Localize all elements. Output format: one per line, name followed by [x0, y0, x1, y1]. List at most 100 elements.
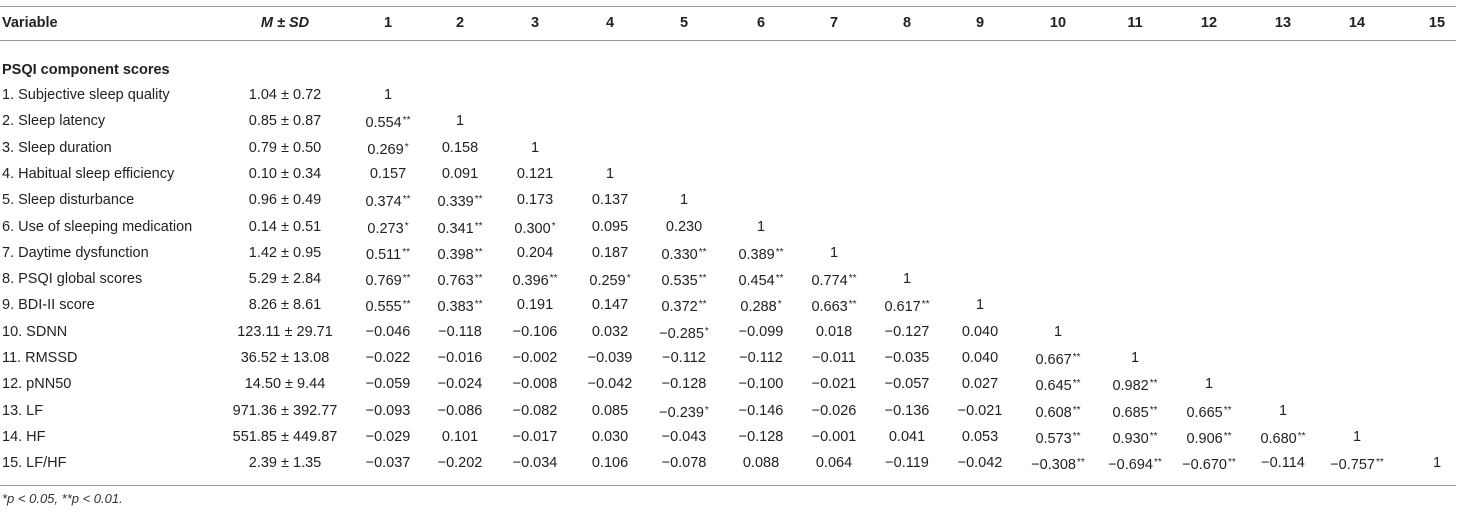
table-cell: −0.670**	[1182, 457, 1236, 474]
table-cell: 1	[383, 87, 393, 103]
table-cell: −0.029	[365, 428, 411, 445]
table-cell: 0.372**	[661, 299, 707, 316]
table-cell: −0.022	[365, 350, 411, 366]
table-cell: −0.106	[512, 323, 558, 340]
row-msd: 2.39 ± 1.35	[248, 455, 322, 472]
header-col-13: 13	[1274, 15, 1292, 31]
table-cell: 0.667**	[1035, 352, 1081, 368]
row-label: 2. Sleep latency	[2, 113, 106, 130]
table-cell: −0.093	[365, 402, 411, 419]
header-col-15: 15	[1428, 15, 1446, 31]
table-cell: 0.191	[516, 297, 554, 314]
significance-marker: **	[402, 246, 411, 258]
significance-marker: **	[474, 246, 483, 258]
row-label: 7. Daytime dysfunction	[2, 244, 149, 261]
table-cell: 0.454**	[738, 273, 784, 290]
table-cell: −0.308**	[1031, 457, 1085, 474]
significance-marker: **	[775, 246, 784, 258]
significance-marker: **	[775, 273, 784, 285]
header-col-2: 2	[455, 15, 465, 31]
table-cell: −0.008	[512, 376, 558, 393]
significance-marker: **	[848, 299, 857, 311]
row-label: 4. Habitual sleep efficiency	[2, 165, 175, 182]
table-cell: −0.119	[885, 455, 929, 472]
row-label: 13. LF	[2, 402, 44, 419]
table-cell: 0.204	[516, 244, 554, 261]
significance-marker: **	[1227, 457, 1236, 469]
row-label: 1. Subjective sleep quality	[2, 87, 170, 103]
significance-marker: **	[1072, 378, 1081, 390]
table-cell: 0.018	[815, 323, 853, 340]
table-cell: 0.396**	[512, 273, 558, 290]
table-cell: 0.053	[961, 428, 999, 445]
table-cell: 0.341**	[437, 220, 483, 237]
table-cell: −0.057	[884, 376, 930, 393]
significance-marker: **	[1153, 457, 1162, 469]
table-cell: −0.239*	[659, 404, 709, 421]
significance-marker: **	[1149, 378, 1158, 390]
row-msd: 0.10 ± 0.34	[248, 165, 322, 182]
significance-marker: **	[1223, 430, 1232, 442]
table-cell: −0.112	[662, 350, 706, 366]
significance-marker: **	[402, 115, 411, 127]
table-cell: 0.930**	[1112, 430, 1158, 447]
table-cell: 0.230	[665, 218, 703, 235]
header-col-9: 9	[975, 15, 985, 31]
significance-marker: **	[1297, 430, 1306, 442]
table-cell: 0.187	[591, 244, 629, 261]
table-cell: 0.269*	[367, 141, 409, 158]
row-label: 6. Use of sleeping medication	[2, 218, 193, 235]
table-cell: 0.573**	[1035, 430, 1081, 447]
significance-marker: *	[626, 273, 631, 285]
table-cell: 0.554**	[365, 115, 411, 132]
table-cell: 0.663**	[811, 299, 857, 316]
table-cell: 0.398**	[437, 246, 483, 263]
table-cell: −0.026	[811, 402, 857, 419]
header-col-4: 4	[605, 15, 615, 31]
significance-marker: **	[549, 273, 558, 285]
significance-marker: *	[777, 299, 782, 311]
table-cell: 0.027	[961, 376, 999, 393]
header-col-5: 5	[679, 15, 689, 31]
table-cell: −0.035	[884, 350, 930, 366]
table-cell: −0.046	[365, 323, 411, 340]
table-cell: 1	[1352, 428, 1362, 445]
significance-marker: *	[704, 404, 709, 416]
table-cell: −0.001	[811, 428, 857, 445]
table-cell: 0.095	[591, 218, 629, 235]
table-cell: 0.383**	[437, 299, 483, 316]
table-cell: 1	[455, 113, 465, 130]
table-cell: −0.034	[512, 455, 558, 472]
significance-marker: **	[402, 299, 411, 311]
header-col-6: 6	[756, 15, 766, 31]
table-cell: 0.389**	[738, 246, 784, 263]
table-cell: −0.078	[661, 455, 707, 472]
table-cell: 0.040	[961, 350, 999, 366]
table-cell: −0.136	[884, 402, 930, 419]
table-cell: 0.032	[591, 323, 629, 340]
significance-marker: **	[474, 194, 483, 206]
significance-marker: **	[1149, 430, 1158, 442]
row-label: 15. LF/HF	[2, 455, 67, 472]
row-label: 12. pNN50	[2, 376, 72, 393]
row-label: 10. SDNN	[2, 323, 68, 340]
significance-marker: **	[1223, 404, 1232, 416]
significance-marker: *	[551, 220, 556, 232]
header-rule	[0, 40, 1456, 41]
header-variable: Variable	[2, 15, 58, 31]
significance-marker: **	[402, 273, 411, 285]
significance-marker: **	[474, 299, 483, 311]
table-cell: 0.137	[591, 192, 629, 209]
table-cell: −0.011	[812, 350, 856, 366]
table-footnote: *p < 0.05, **p < 0.01.	[2, 491, 123, 506]
table-cell: 0.158	[441, 139, 479, 156]
row-label: 3. Sleep duration	[2, 139, 112, 156]
table-cell: 1	[1204, 376, 1214, 393]
table-cell: 0.982**	[1112, 378, 1158, 395]
table-cell: 0.300*	[514, 220, 556, 237]
header-col-14: 14	[1348, 15, 1366, 31]
table-cell: −0.021	[811, 376, 857, 393]
significance-marker: **	[921, 299, 930, 311]
table-cell: −0.694**	[1108, 457, 1162, 474]
table-cell: 0.040	[961, 323, 999, 340]
